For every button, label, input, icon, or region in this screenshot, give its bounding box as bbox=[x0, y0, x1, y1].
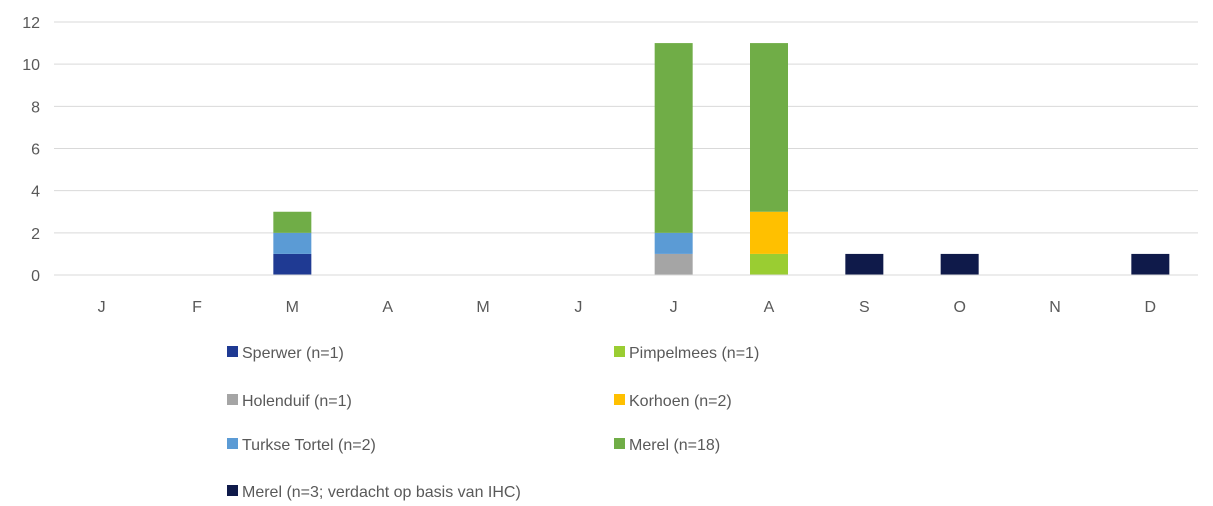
bar-segment bbox=[654, 253, 693, 275]
y-tick-label: 6 bbox=[31, 142, 40, 159]
legend: Sperwer (n=1) Pimpelmees (n=1) Holenduif (… bbox=[227, 345, 759, 501]
y-tick-label: 0 bbox=[31, 268, 40, 285]
x-tick-label: M bbox=[476, 299, 489, 316]
y-tick-label: 12 bbox=[22, 15, 40, 32]
legend-label: Holenduif (n=1) bbox=[242, 393, 352, 410]
bar-segment bbox=[845, 253, 884, 275]
bar-segment bbox=[654, 43, 693, 233]
bar-segment bbox=[654, 232, 693, 254]
y-tick-label: 8 bbox=[31, 99, 40, 116]
bar-segment bbox=[1131, 253, 1170, 275]
x-tick-label: D bbox=[1145, 299, 1157, 316]
bars bbox=[273, 43, 1170, 275]
x-tick-label: J bbox=[98, 299, 106, 316]
y-tick-label: 4 bbox=[31, 184, 40, 201]
legend-label: Sperwer (n=1) bbox=[242, 345, 344, 362]
y-axis-ticks: 0 2 4 6 8 10 12 bbox=[22, 15, 40, 285]
legend-label: Turkse Tortel (n=2) bbox=[242, 437, 376, 454]
gridlines bbox=[54, 21, 1198, 234]
bar-segment bbox=[273, 211, 312, 233]
bar-segment bbox=[273, 232, 312, 254]
legend-swatch bbox=[227, 485, 238, 496]
legend-swatch bbox=[614, 438, 625, 449]
x-tick-label: N bbox=[1049, 299, 1061, 316]
bar-segment bbox=[940, 253, 979, 275]
x-tick-label: J bbox=[670, 299, 678, 316]
legend-swatch bbox=[227, 438, 238, 449]
legend-swatch bbox=[614, 394, 625, 405]
x-tick-label: A bbox=[382, 299, 393, 316]
x-tick-label: S bbox=[859, 299, 870, 316]
bar-segment bbox=[750, 253, 788, 275]
x-tick-label: J bbox=[574, 299, 582, 316]
bar-segment bbox=[750, 43, 788, 212]
legend-label: Pimpelmees (n=1) bbox=[629, 345, 759, 362]
legend-label: Merel (n=18) bbox=[629, 437, 720, 454]
x-tick-label: M bbox=[286, 299, 299, 316]
legend-label: Merel (n=3; verdacht op basis van IHC) bbox=[242, 484, 521, 501]
y-tick-label: 2 bbox=[31, 226, 40, 243]
bar-segment bbox=[750, 211, 788, 254]
legend-swatch bbox=[614, 346, 625, 357]
bar-segment bbox=[273, 253, 312, 275]
legend-label: Korhoen (n=2) bbox=[629, 393, 732, 410]
legend-swatch bbox=[227, 394, 238, 405]
legend-swatch bbox=[227, 346, 238, 357]
x-tick-label: F bbox=[192, 299, 202, 316]
x-tick-label: O bbox=[953, 299, 965, 316]
y-tick-label: 10 bbox=[22, 57, 40, 74]
x-tick-label: A bbox=[764, 299, 775, 316]
